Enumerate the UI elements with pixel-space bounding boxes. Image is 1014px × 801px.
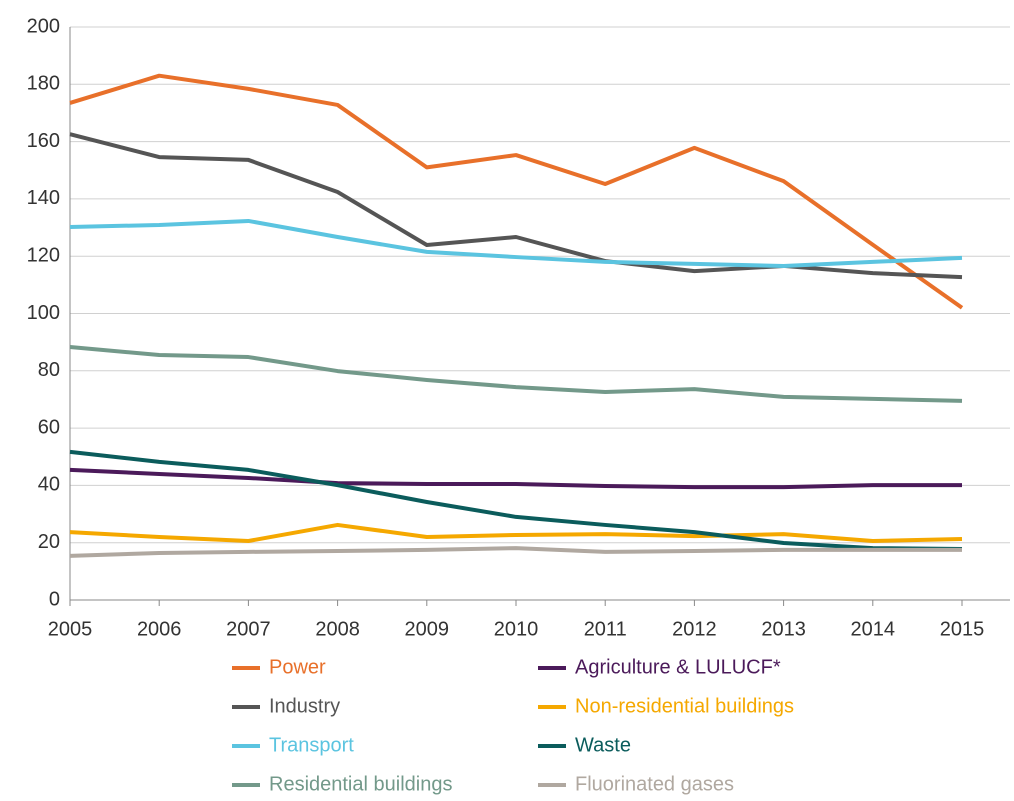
y-tick-label: 80 bbox=[38, 359, 60, 381]
y-tick-label: 60 bbox=[38, 416, 60, 438]
legend-label: Waste bbox=[575, 734, 631, 756]
y-tick-label: 200 bbox=[27, 15, 60, 37]
x-tick-label: 2010 bbox=[494, 618, 539, 640]
legend-label: Industry bbox=[269, 695, 340, 717]
x-tick-label: 2014 bbox=[851, 618, 896, 640]
legend-label: Power bbox=[269, 656, 326, 678]
series-line bbox=[69, 345, 963, 403]
legend-label: Agriculture & LULUCF* bbox=[575, 656, 781, 678]
series-line bbox=[69, 73, 964, 310]
x-tick-label: 2005 bbox=[48, 618, 93, 640]
x-tick-label: 2007 bbox=[226, 618, 271, 640]
series-line bbox=[69, 132, 963, 280]
legend-label: Transport bbox=[269, 734, 354, 756]
legend-label: Non-residential buildings bbox=[575, 695, 794, 717]
x-tick-label: 2008 bbox=[315, 618, 360, 640]
y-tick-label: 20 bbox=[38, 531, 60, 553]
x-tick-label: 2009 bbox=[405, 618, 450, 640]
y-tick-label: 120 bbox=[27, 244, 60, 266]
x-tick-label: 2013 bbox=[761, 618, 806, 640]
y-tick-label: 180 bbox=[27, 73, 60, 95]
legend-label: Residential buildings bbox=[269, 773, 452, 795]
y-tick-label: 40 bbox=[38, 474, 60, 496]
series-line bbox=[69, 218, 963, 268]
legend-label: Fluorinated gases bbox=[575, 773, 734, 795]
y-tick-label: 100 bbox=[27, 302, 60, 324]
x-tick-label: 2015 bbox=[940, 618, 985, 640]
series-line bbox=[69, 522, 963, 543]
series-line bbox=[69, 546, 962, 558]
y-tick-label: 0 bbox=[49, 588, 60, 610]
x-tick-label: 2011 bbox=[584, 618, 627, 640]
x-tick-label: 2012 bbox=[672, 618, 717, 640]
series-line bbox=[69, 467, 962, 490]
series-line bbox=[69, 449, 963, 552]
y-tick-label: 140 bbox=[27, 187, 60, 209]
y-tick-label: 160 bbox=[27, 130, 60, 152]
x-tick-label: 2006 bbox=[137, 618, 182, 640]
